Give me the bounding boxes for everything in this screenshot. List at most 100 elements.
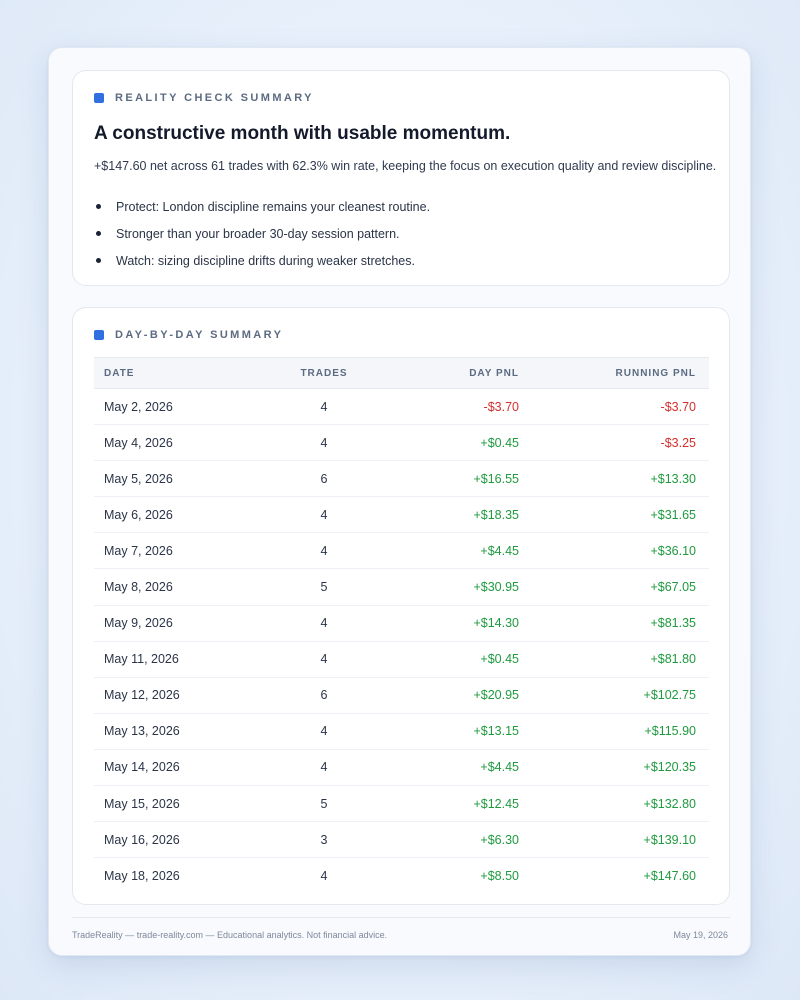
running-pnl-cell: +$102.75 <box>519 677 709 714</box>
trades-cell: 4 <box>254 532 394 570</box>
running-pnl-cell: +$132.80 <box>519 785 709 823</box>
insight-text: Stronger than your broader 30-day sessio… <box>116 226 400 241</box>
trades-cell: 6 <box>254 677 394 714</box>
running-pnl-cell: -$3.70 <box>519 388 709 426</box>
day-pnl-cell: +$20.95 <box>394 677 519 714</box>
table-row: May 5, 2026 6 +$16.55 +$13.30 <box>94 460 709 498</box>
table-row: May 11, 2026 4 +$0.45 +$81.80 <box>94 641 709 678</box>
table-row: May 12, 2026 6 +$20.95 +$102.75 <box>94 677 709 714</box>
date-cell: May 7, 2026 <box>94 532 254 570</box>
running-pnl-cell: -$3.25 <box>519 424 709 462</box>
date-cell: May 8, 2026 <box>94 568 254 606</box>
day-pnl-cell: +$4.45 <box>394 749 519 787</box>
running-pnl-cell: +$139.10 <box>519 821 709 859</box>
day-by-day-label: DAY-BY-DAY SUMMARY <box>115 329 284 341</box>
date-cell: May 14, 2026 <box>94 749 254 787</box>
footer-disclaimer: TradeReality — trade-reality.com — Educa… <box>72 930 388 940</box>
day-pnl-cell: +$16.55 <box>394 460 519 498</box>
insight-text: Protect: London discipline remains your … <box>116 199 431 214</box>
table-row: May 2, 2026 4 -$3.70 -$3.70 <box>94 388 709 426</box>
date-cell: May 15, 2026 <box>94 785 254 823</box>
day-pnl-cell: +$13.15 <box>394 713 519 750</box>
running-pnl-cell: +$120.35 <box>519 749 709 787</box>
day-pnl-cell: +$8.50 <box>480 869 519 884</box>
table-row: May 6, 2026 4 +$18.35 +$31.65 <box>94 496 709 534</box>
date-cell: May 13, 2026 <box>94 713 254 750</box>
report-sheet: REALITY CHECK SUMMARY A constructive mon… <box>48 47 751 956</box>
date-cell: May 9, 2026 <box>94 605 254 642</box>
column-header-running-pnl[interactable]: RUNNING PNL <box>519 357 709 389</box>
column-header-day-pnl[interactable]: DAY PNL <box>394 357 519 389</box>
insight-list: Protect: London discipline remains your … <box>94 193 430 274</box>
date-cell: May 5, 2026 <box>94 460 254 498</box>
table-row: May 13, 2026 4 +$13.15 +$115.90 <box>94 713 709 750</box>
trades-cell: 6 <box>254 460 394 498</box>
table-header-row: DATE TRADES DAY PNL RUNNING PNL <box>94 357 709 389</box>
reality-check-heading: REALITY CHECK SUMMARY <box>94 92 314 104</box>
day-pnl-cell: -$3.70 <box>394 388 519 426</box>
footer-divider <box>72 917 730 918</box>
reality-check-label: REALITY CHECK SUMMARY <box>115 92 314 104</box>
day-pnl-cell: +$30.95 <box>394 568 519 606</box>
table-row: May 14, 2026 4 +$4.45 +$120.35 <box>94 749 709 787</box>
square-marker-icon <box>94 330 104 340</box>
daily-pnl-table: DATE TRADES DAY PNL RUNNING PNL May 2, 2… <box>94 357 709 894</box>
trades-cell: 4 <box>254 749 394 787</box>
trades-cell: 5 <box>254 785 394 823</box>
trades-cell: 4 <box>320 869 328 884</box>
date-cell: May 18, 2026 <box>104 869 180 884</box>
trades-cell: 4 <box>254 713 394 750</box>
insight-item: Watch: sizing discipline drifts during w… <box>94 247 430 274</box>
date-cell: May 4, 2026 <box>94 424 254 462</box>
date-cell: May 12, 2026 <box>94 677 254 714</box>
table-row: May 9, 2026 4 +$14.30 +$81.35 <box>94 605 709 642</box>
day-pnl-cell: +$14.30 <box>394 605 519 642</box>
date-cell: May 2, 2026 <box>94 388 254 426</box>
day-pnl-cell: +$12.45 <box>394 785 519 823</box>
insight-item: Stronger than your broader 30-day sessio… <box>94 220 430 247</box>
trades-cell: 5 <box>254 568 394 606</box>
column-header-date[interactable]: DATE <box>94 357 254 389</box>
table-row: May 18, 2026 4 +$8.50 +$147.60 <box>94 858 709 894</box>
insight-item: Protect: London discipline remains your … <box>94 193 430 220</box>
day-pnl-cell: +$4.45 <box>394 532 519 570</box>
trades-cell: 4 <box>254 605 394 642</box>
bullet-dot-icon <box>96 204 101 209</box>
running-pnl-cell: +$81.35 <box>519 605 709 642</box>
running-pnl-cell: +$81.80 <box>519 641 709 678</box>
day-pnl-cell: +$0.45 <box>394 641 519 678</box>
table-row: May 7, 2026 4 +$4.45 +$36.10 <box>94 532 709 570</box>
day-pnl-cell: +$0.45 <box>394 424 519 462</box>
table-row: May 4, 2026 4 +$0.45 -$3.25 <box>94 424 709 462</box>
running-pnl-cell: +$67.05 <box>519 568 709 606</box>
trades-cell: 4 <box>254 496 394 534</box>
running-pnl-cell: +$31.65 <box>519 496 709 534</box>
running-pnl-cell: +$115.90 <box>519 713 709 750</box>
table-row: May 15, 2026 5 +$12.45 +$132.80 <box>94 785 709 823</box>
day-by-day-heading: DAY-BY-DAY SUMMARY <box>94 329 283 341</box>
table-body: May 2, 2026 4 -$3.70 -$3.70 May 4, 2026 4 +$0.… <box>94 388 709 894</box>
trades-cell: 3 <box>254 821 394 859</box>
day-pnl-cell: +$6.30 <box>394 821 519 859</box>
column-header-trades[interactable]: TRADES <box>254 357 394 389</box>
running-pnl-cell: +$13.30 <box>519 460 709 498</box>
table-row: May 16, 2026 3 +$6.30 +$139.10 <box>94 821 709 859</box>
running-pnl-cell: +$36.10 <box>519 532 709 570</box>
day-by-day-card: DAY-BY-DAY SUMMARY DATE TRADES DAY PNL R… <box>72 307 730 905</box>
footer-date: May 19, 2026 <box>673 930 728 940</box>
bullet-dot-icon <box>96 258 101 263</box>
date-cell: May 11, 2026 <box>94 641 254 678</box>
reality-check-card: REALITY CHECK SUMMARY A constructive mon… <box>72 70 730 286</box>
bullet-dot-icon <box>96 231 101 236</box>
trades-cell: 4 <box>254 424 394 462</box>
trades-cell: 4 <box>254 641 394 678</box>
insight-text: Watch: sizing discipline drifts during w… <box>116 253 415 268</box>
summary-lead: +$147.60 net across 61 trades with 62.3%… <box>94 159 717 173</box>
square-marker-icon <box>94 93 104 103</box>
running-pnl-cell: +$147.60 <box>643 869 696 884</box>
date-cell: May 16, 2026 <box>94 821 254 859</box>
day-pnl-cell: +$18.35 <box>394 496 519 534</box>
trades-cell: 4 <box>254 388 394 426</box>
summary-headline: A constructive month with usable momentu… <box>94 123 511 144</box>
table-row: May 8, 2026 5 +$30.95 +$67.05 <box>94 568 709 606</box>
